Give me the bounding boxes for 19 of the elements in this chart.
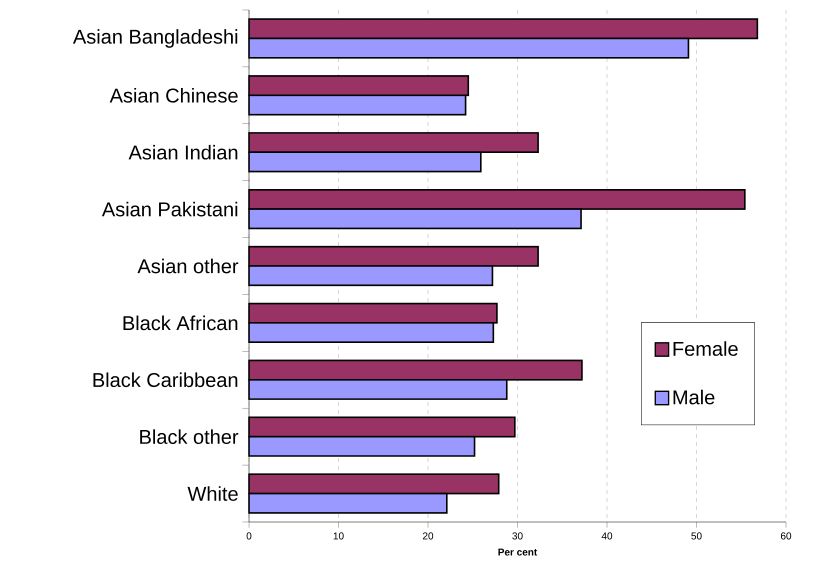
y-tick-label: Black Caribbean <box>93 372 238 388</box>
y-tick-label: Asian Pakistani <box>102 202 238 216</box>
x-tick-label: 40 <box>602 532 612 540</box>
x-tick-label: 50 <box>691 532 702 540</box>
x-tick-label: 30 <box>512 532 523 540</box>
x-tick-label: 0 <box>246 532 252 540</box>
y-tick-label: White <box>188 486 238 501</box>
y-tick-label: Asian Bangladeshi <box>72 29 238 48</box>
y-tick-label: Asian Indian <box>128 144 238 160</box>
x-axis-title: Per cent <box>498 548 538 556</box>
legend-label: Male <box>674 390 714 404</box>
x-tick-label: 20 <box>422 532 434 540</box>
x-tick-label: 60 <box>780 532 792 540</box>
y-tick-label: Black other <box>140 429 238 444</box>
y-tick-label: Asian Chinese <box>110 88 238 103</box>
legend-label: Female <box>674 341 738 356</box>
y-tick-label: Asian other <box>137 258 238 274</box>
x-tick-label: 10 <box>334 532 344 540</box>
y-tick-label: Black African <box>124 316 238 330</box>
